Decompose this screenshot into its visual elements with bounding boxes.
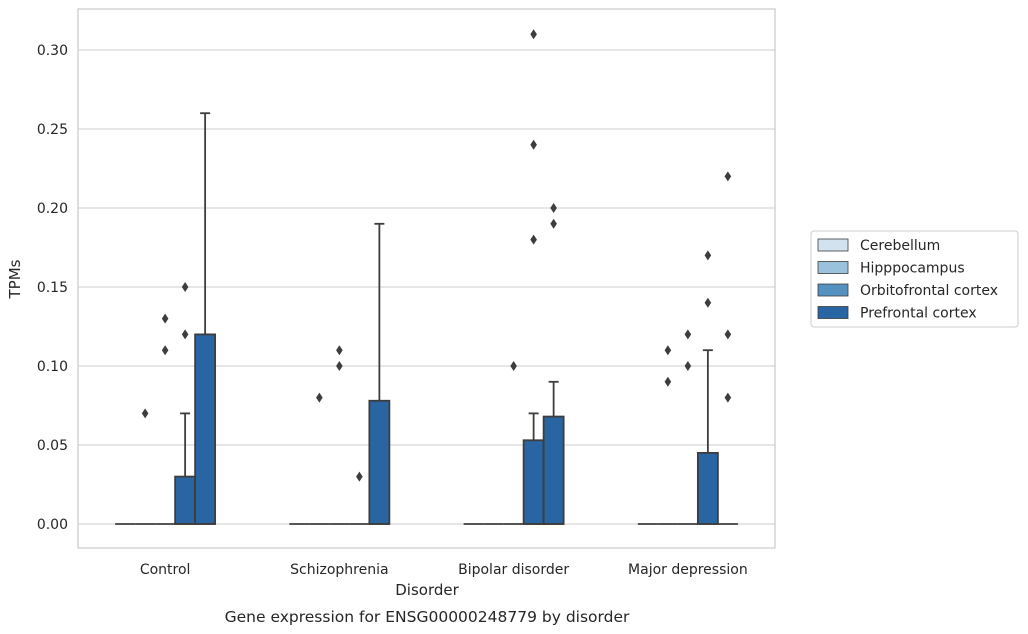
legend-label: Cerebellum [860, 238, 940, 254]
box [696, 451, 719, 525]
y-tick-label: 0.15 [37, 280, 68, 296]
box [174, 475, 197, 525]
legend-label: Hipppocampus [860, 261, 965, 277]
x-axis-label: Disorder [395, 581, 459, 599]
y-tick-label: 0.30 [37, 43, 68, 59]
outlier-point [550, 218, 557, 229]
y-tick-label: 0.25 [37, 122, 68, 138]
y-axis-label: TPMs [6, 259, 24, 299]
y-tick-label: 0.05 [37, 438, 68, 454]
box [522, 439, 545, 525]
legend-label: Orbitofrontal cortex [860, 283, 998, 299]
outlier-point [684, 361, 692, 371]
x-tick-labels: Control Schizophrenia Bipolar disorder Majo… [140, 562, 748, 578]
outlier-point [181, 329, 189, 340]
outlier-point [704, 297, 712, 308]
legend-swatch [817, 306, 849, 319]
y-tick-label: 0.00 [37, 517, 68, 533]
outlier-point [510, 361, 517, 371]
outlier-point [161, 345, 169, 356]
x-tick-label: Bipolar disorder [458, 562, 569, 578]
grid [78, 49, 775, 525]
box [542, 415, 565, 525]
legend-swatch [817, 261, 849, 274]
outlier-point [530, 234, 537, 245]
legend-swatch [817, 238, 849, 252]
chart-caption: Gene expression for ENSG00000248779 by d… [225, 608, 630, 626]
plot-frame [77, 8, 776, 549]
outlier-point [181, 282, 189, 292]
x-tick-label: Major depression [628, 562, 748, 578]
outlier-point [161, 313, 169, 324]
outlier-point [724, 392, 732, 403]
y-tick-label: 0.20 [37, 201, 68, 217]
outlier-point [316, 392, 323, 403]
legend-label: Prefrontal cortex [860, 306, 977, 322]
box [194, 333, 217, 525]
legend: Cerebellum Hipppocampus Orbitofrontal cort… [810, 230, 1019, 328]
outlier-point [664, 345, 672, 356]
outlier-point [141, 408, 149, 419]
outlier-point [664, 376, 672, 387]
x-tick-label: Control [140, 562, 191, 578]
outlier-point [336, 345, 343, 356]
plot-marks [115, 29, 738, 525]
legend-frame [810, 230, 1019, 328]
x-tick-label: Schizophrenia [290, 562, 388, 578]
outlier-point [724, 171, 732, 182]
outlier-point [550, 203, 557, 213]
outlier-point [704, 250, 712, 261]
outlier-point [356, 471, 363, 482]
y-tick-labels: 0.00 0.05 0.10 0.15 0.20 0.25 0.30 [37, 43, 68, 533]
outlier-point [724, 329, 732, 340]
outlier-point [336, 361, 343, 371]
outlier-point [530, 139, 537, 150]
legend-swatch [817, 283, 849, 297]
y-tick-label: 0.10 [37, 359, 68, 375]
outlier-point [684, 329, 692, 340]
box [368, 399, 391, 525]
outlier-point [530, 29, 537, 40]
